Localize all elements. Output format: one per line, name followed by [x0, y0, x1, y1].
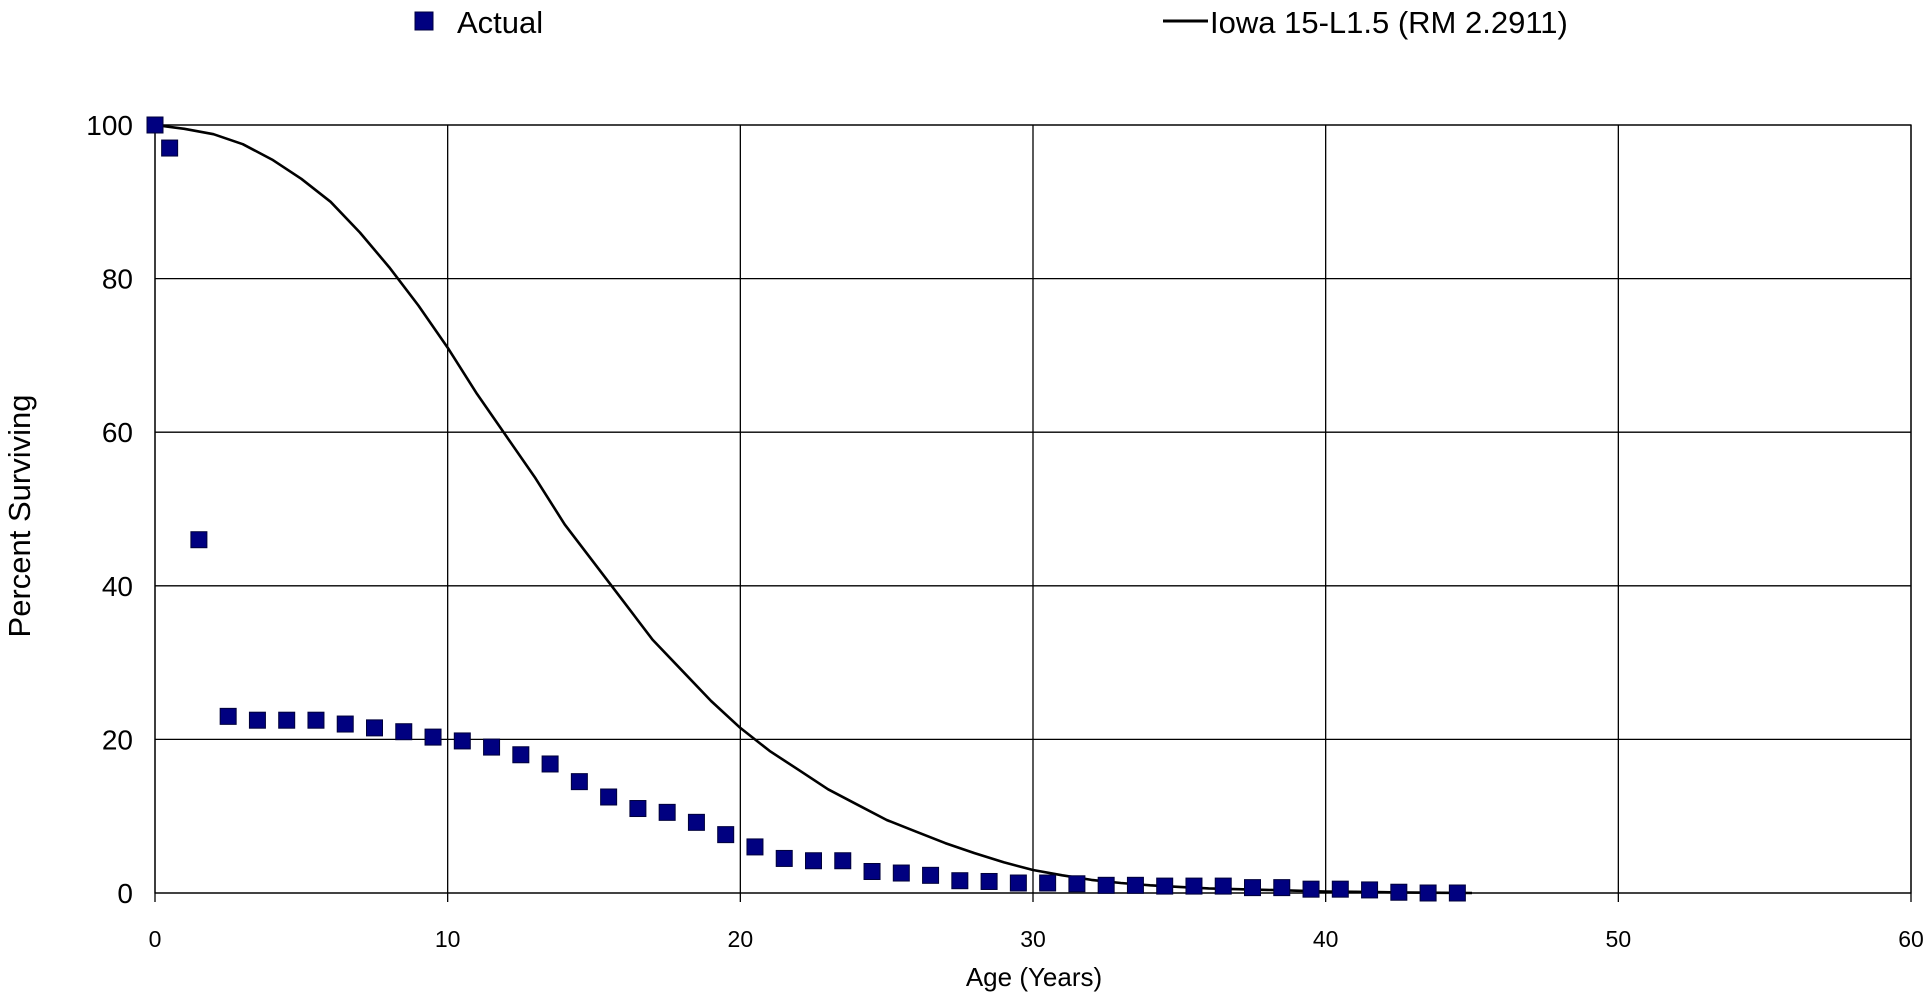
data-point-actual — [1361, 881, 1379, 899]
legend-label-actual: Actual — [457, 5, 543, 40]
x-tick-label: 50 — [1606, 926, 1632, 952]
tick-labels: 0 20 40 60 80 100 0 10 20 30 40 50 60 — [86, 110, 1924, 952]
data-point-actual — [1068, 875, 1086, 893]
data-point-actual — [1126, 876, 1144, 894]
data-point-actual — [951, 872, 969, 890]
data-point-actual — [570, 773, 588, 791]
data-point-actual — [336, 715, 354, 733]
data-point-actual — [658, 803, 676, 821]
data-point-actual — [1156, 877, 1174, 895]
data-point-actual — [834, 852, 852, 870]
x-tick-label: 20 — [728, 926, 754, 952]
data-point-actual — [805, 852, 822, 870]
data-point-actual — [248, 711, 266, 729]
y-tick-label: 80 — [102, 264, 133, 295]
y-axis-title: Percent Surviving — [2, 395, 37, 638]
x-tick-label: 0 — [149, 926, 162, 952]
data-point-actual — [775, 849, 793, 867]
legend-marker-actual — [414, 11, 434, 31]
y-tick-label: 100 — [86, 110, 133, 141]
data-point-actual — [190, 531, 208, 549]
x-tick-label: 60 — [1898, 926, 1924, 952]
data-point-actual — [1185, 877, 1203, 895]
data-point-actual — [717, 826, 735, 844]
data-point-actual — [483, 738, 501, 756]
data-point-actual — [307, 711, 325, 729]
data-point-actual — [629, 800, 647, 818]
data-point-actual — [1390, 883, 1408, 901]
data-point-actual — [219, 707, 237, 725]
data-point-actual — [1244, 879, 1261, 897]
data-point-actual — [1097, 876, 1115, 894]
data-point-actual — [146, 116, 164, 134]
data-point-actual — [1214, 877, 1232, 895]
data-point-actual — [541, 755, 559, 773]
data-point-actual — [892, 864, 910, 882]
data-point-actual — [600, 788, 618, 806]
data-point-actual — [1302, 880, 1320, 898]
y-tick-label: 0 — [117, 878, 133, 909]
data-point-actual — [687, 813, 705, 831]
legend: Actual Iowa 15-L1.5 (RM 2.2911) — [414, 5, 1568, 40]
x-axis-title: Age (Years) — [966, 962, 1102, 992]
plot-area — [146, 116, 1473, 902]
gridlines — [154, 124, 1912, 902]
x-tick-label: 40 — [1313, 926, 1339, 952]
data-point-actual — [453, 732, 471, 750]
data-point-actual — [1039, 874, 1057, 892]
x-tick-label: 10 — [435, 926, 461, 952]
data-point-actual — [278, 711, 296, 729]
data-point-actual — [395, 723, 413, 741]
y-tick-label: 20 — [102, 724, 133, 755]
x-tick-label: 30 — [1020, 926, 1046, 952]
data-point-actual — [161, 139, 179, 157]
data-point-actual — [980, 872, 998, 890]
data-point-actual — [1273, 879, 1291, 897]
data-point-actual — [1009, 874, 1027, 892]
data-point-actual — [863, 862, 881, 880]
data-point-actual — [746, 838, 764, 856]
data-point-actual — [1419, 884, 1437, 902]
data-point-actual — [366, 719, 383, 737]
data-point-actual — [1331, 880, 1349, 898]
y-tick-label: 40 — [102, 571, 133, 602]
legend-label-iowa: Iowa 15-L1.5 (RM 2.2911) — [1210, 5, 1568, 40]
y-tick-label: 60 — [102, 417, 133, 448]
data-point-actual — [1448, 884, 1466, 902]
data-point-actual — [512, 746, 530, 764]
data-point-actual — [922, 866, 940, 884]
plot-border — [154, 124, 1912, 894]
data-point-actual — [424, 728, 442, 746]
